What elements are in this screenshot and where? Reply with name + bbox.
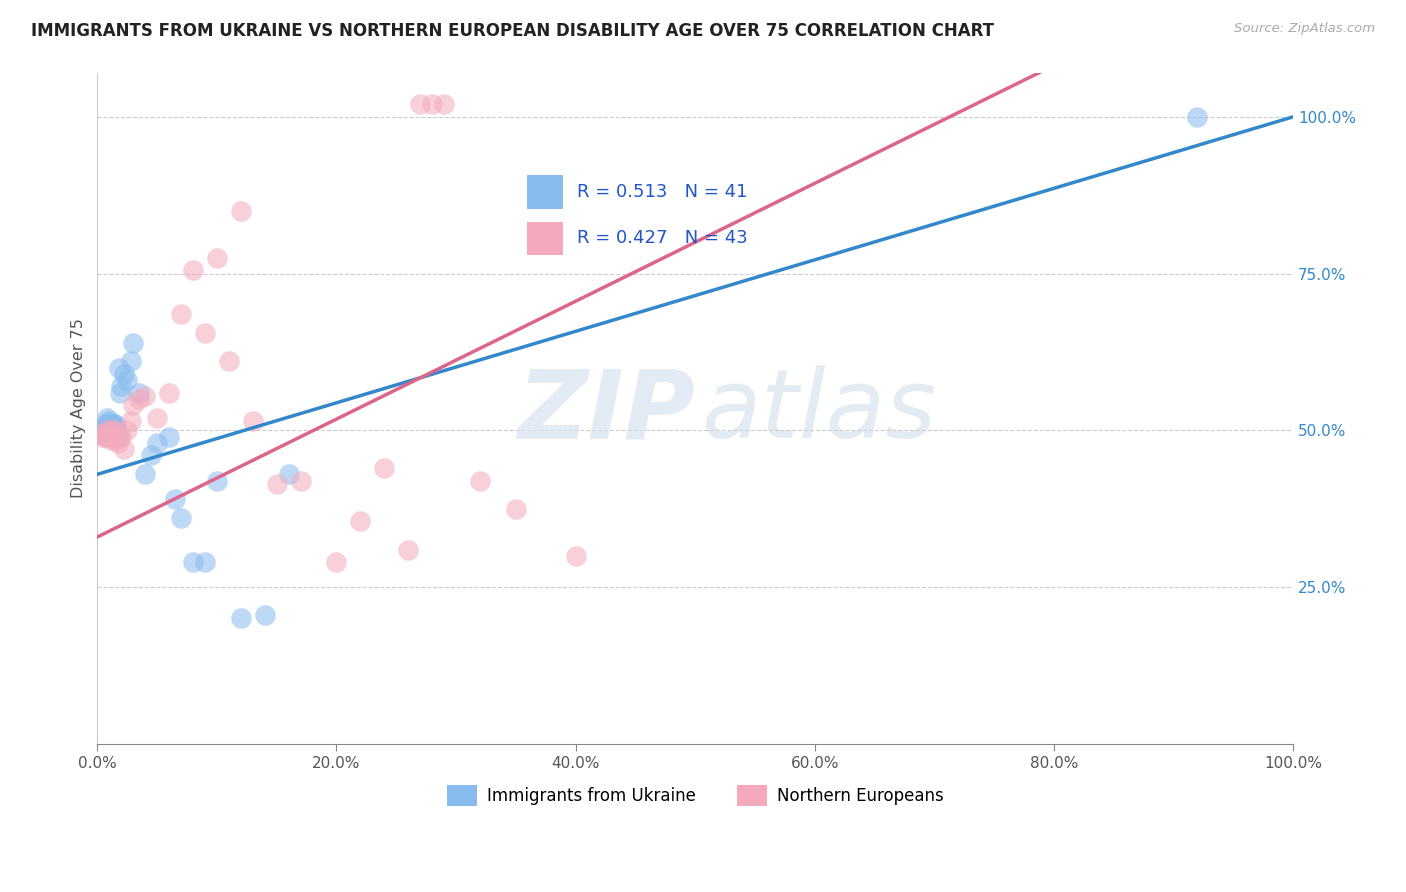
Point: [104, 433, 127, 447]
Point: [409, 97, 432, 112]
Point: [564, 549, 586, 563]
Point: [122, 398, 145, 412]
Text: atlas: atlas: [702, 366, 936, 458]
Point: [112, 442, 135, 457]
Point: [91, 423, 114, 437]
Point: [110, 430, 132, 444]
Point: [94, 426, 117, 441]
Point: [181, 555, 204, 569]
Point: [115, 423, 138, 437]
Point: [108, 385, 131, 400]
Text: IMMIGRANTS FROM UKRAINE VS NORTHERN EUROPEAN DISABILITY AGE OVER 75 CORRELATION : IMMIGRANTS FROM UKRAINE VS NORTHERN EURO…: [31, 22, 994, 40]
Text: R = 0.427   N = 43: R = 0.427 N = 43: [578, 229, 748, 247]
Point: [103, 417, 125, 431]
Point: [90, 426, 112, 441]
Point: [105, 426, 128, 441]
Point: [105, 420, 128, 434]
Point: [110, 379, 132, 393]
Point: [107, 426, 129, 441]
Point: [277, 467, 299, 482]
Text: R = 0.513   N = 41: R = 0.513 N = 41: [578, 183, 748, 201]
Point: [101, 420, 124, 434]
Text: ZIP: ZIP: [517, 366, 695, 458]
Point: [325, 555, 347, 569]
Point: [108, 360, 131, 375]
Point: [373, 461, 395, 475]
Point: [96, 410, 118, 425]
Point: [157, 385, 180, 400]
Point: [242, 414, 264, 428]
Point: [229, 203, 252, 218]
Point: [170, 511, 193, 525]
Point: [104, 417, 127, 431]
Point: [97, 417, 120, 431]
Point: [468, 474, 491, 488]
Point: [157, 430, 180, 444]
Point: [96, 423, 118, 437]
Point: [1187, 110, 1209, 124]
Point: [122, 335, 145, 350]
Point: [98, 430, 121, 444]
Point: [134, 467, 156, 482]
Point: [104, 420, 127, 434]
Point: [205, 251, 228, 265]
Point: [115, 373, 138, 387]
Point: [101, 426, 124, 441]
Point: [420, 97, 443, 112]
Point: [98, 420, 121, 434]
Point: [433, 97, 456, 112]
Point: [253, 608, 276, 623]
Point: [103, 423, 125, 437]
Point: [170, 307, 193, 321]
Point: [100, 423, 122, 437]
Point: [266, 476, 288, 491]
Point: [108, 430, 131, 444]
Point: [93, 426, 115, 441]
Bar: [527, 176, 564, 209]
Y-axis label: Disability Age Over 75: Disability Age Over 75: [72, 318, 86, 499]
Point: [101, 423, 124, 437]
Point: [100, 433, 122, 447]
Point: [120, 414, 142, 428]
Point: [505, 501, 527, 516]
Bar: [527, 222, 564, 255]
Point: [120, 354, 142, 368]
Point: [128, 385, 150, 400]
Point: [103, 430, 125, 444]
Legend: Immigrants from Ukraine, Northern Europeans: Immigrants from Ukraine, Northern Europe…: [440, 778, 950, 813]
Point: [97, 426, 120, 441]
Point: [107, 436, 129, 450]
Point: [194, 326, 217, 341]
Text: Source: ZipAtlas.com: Source: ZipAtlas.com: [1234, 22, 1375, 36]
Point: [94, 417, 117, 431]
Point: [93, 430, 115, 444]
Point: [100, 423, 122, 437]
Point: [181, 263, 204, 277]
Point: [349, 514, 371, 528]
Point: [218, 354, 240, 368]
Point: [290, 474, 312, 488]
Point: [100, 417, 122, 431]
Point: [105, 430, 128, 444]
Point: [100, 423, 122, 437]
Point: [141, 449, 163, 463]
Point: [112, 367, 135, 381]
Point: [396, 542, 419, 557]
Point: [134, 389, 156, 403]
Point: [98, 414, 121, 428]
Point: [146, 410, 169, 425]
Point: [194, 555, 217, 569]
Point: [229, 611, 252, 625]
Point: [128, 392, 150, 406]
Point: [146, 436, 169, 450]
Point: [165, 492, 187, 507]
Point: [205, 474, 228, 488]
Point: [90, 426, 112, 441]
Point: [91, 430, 114, 444]
